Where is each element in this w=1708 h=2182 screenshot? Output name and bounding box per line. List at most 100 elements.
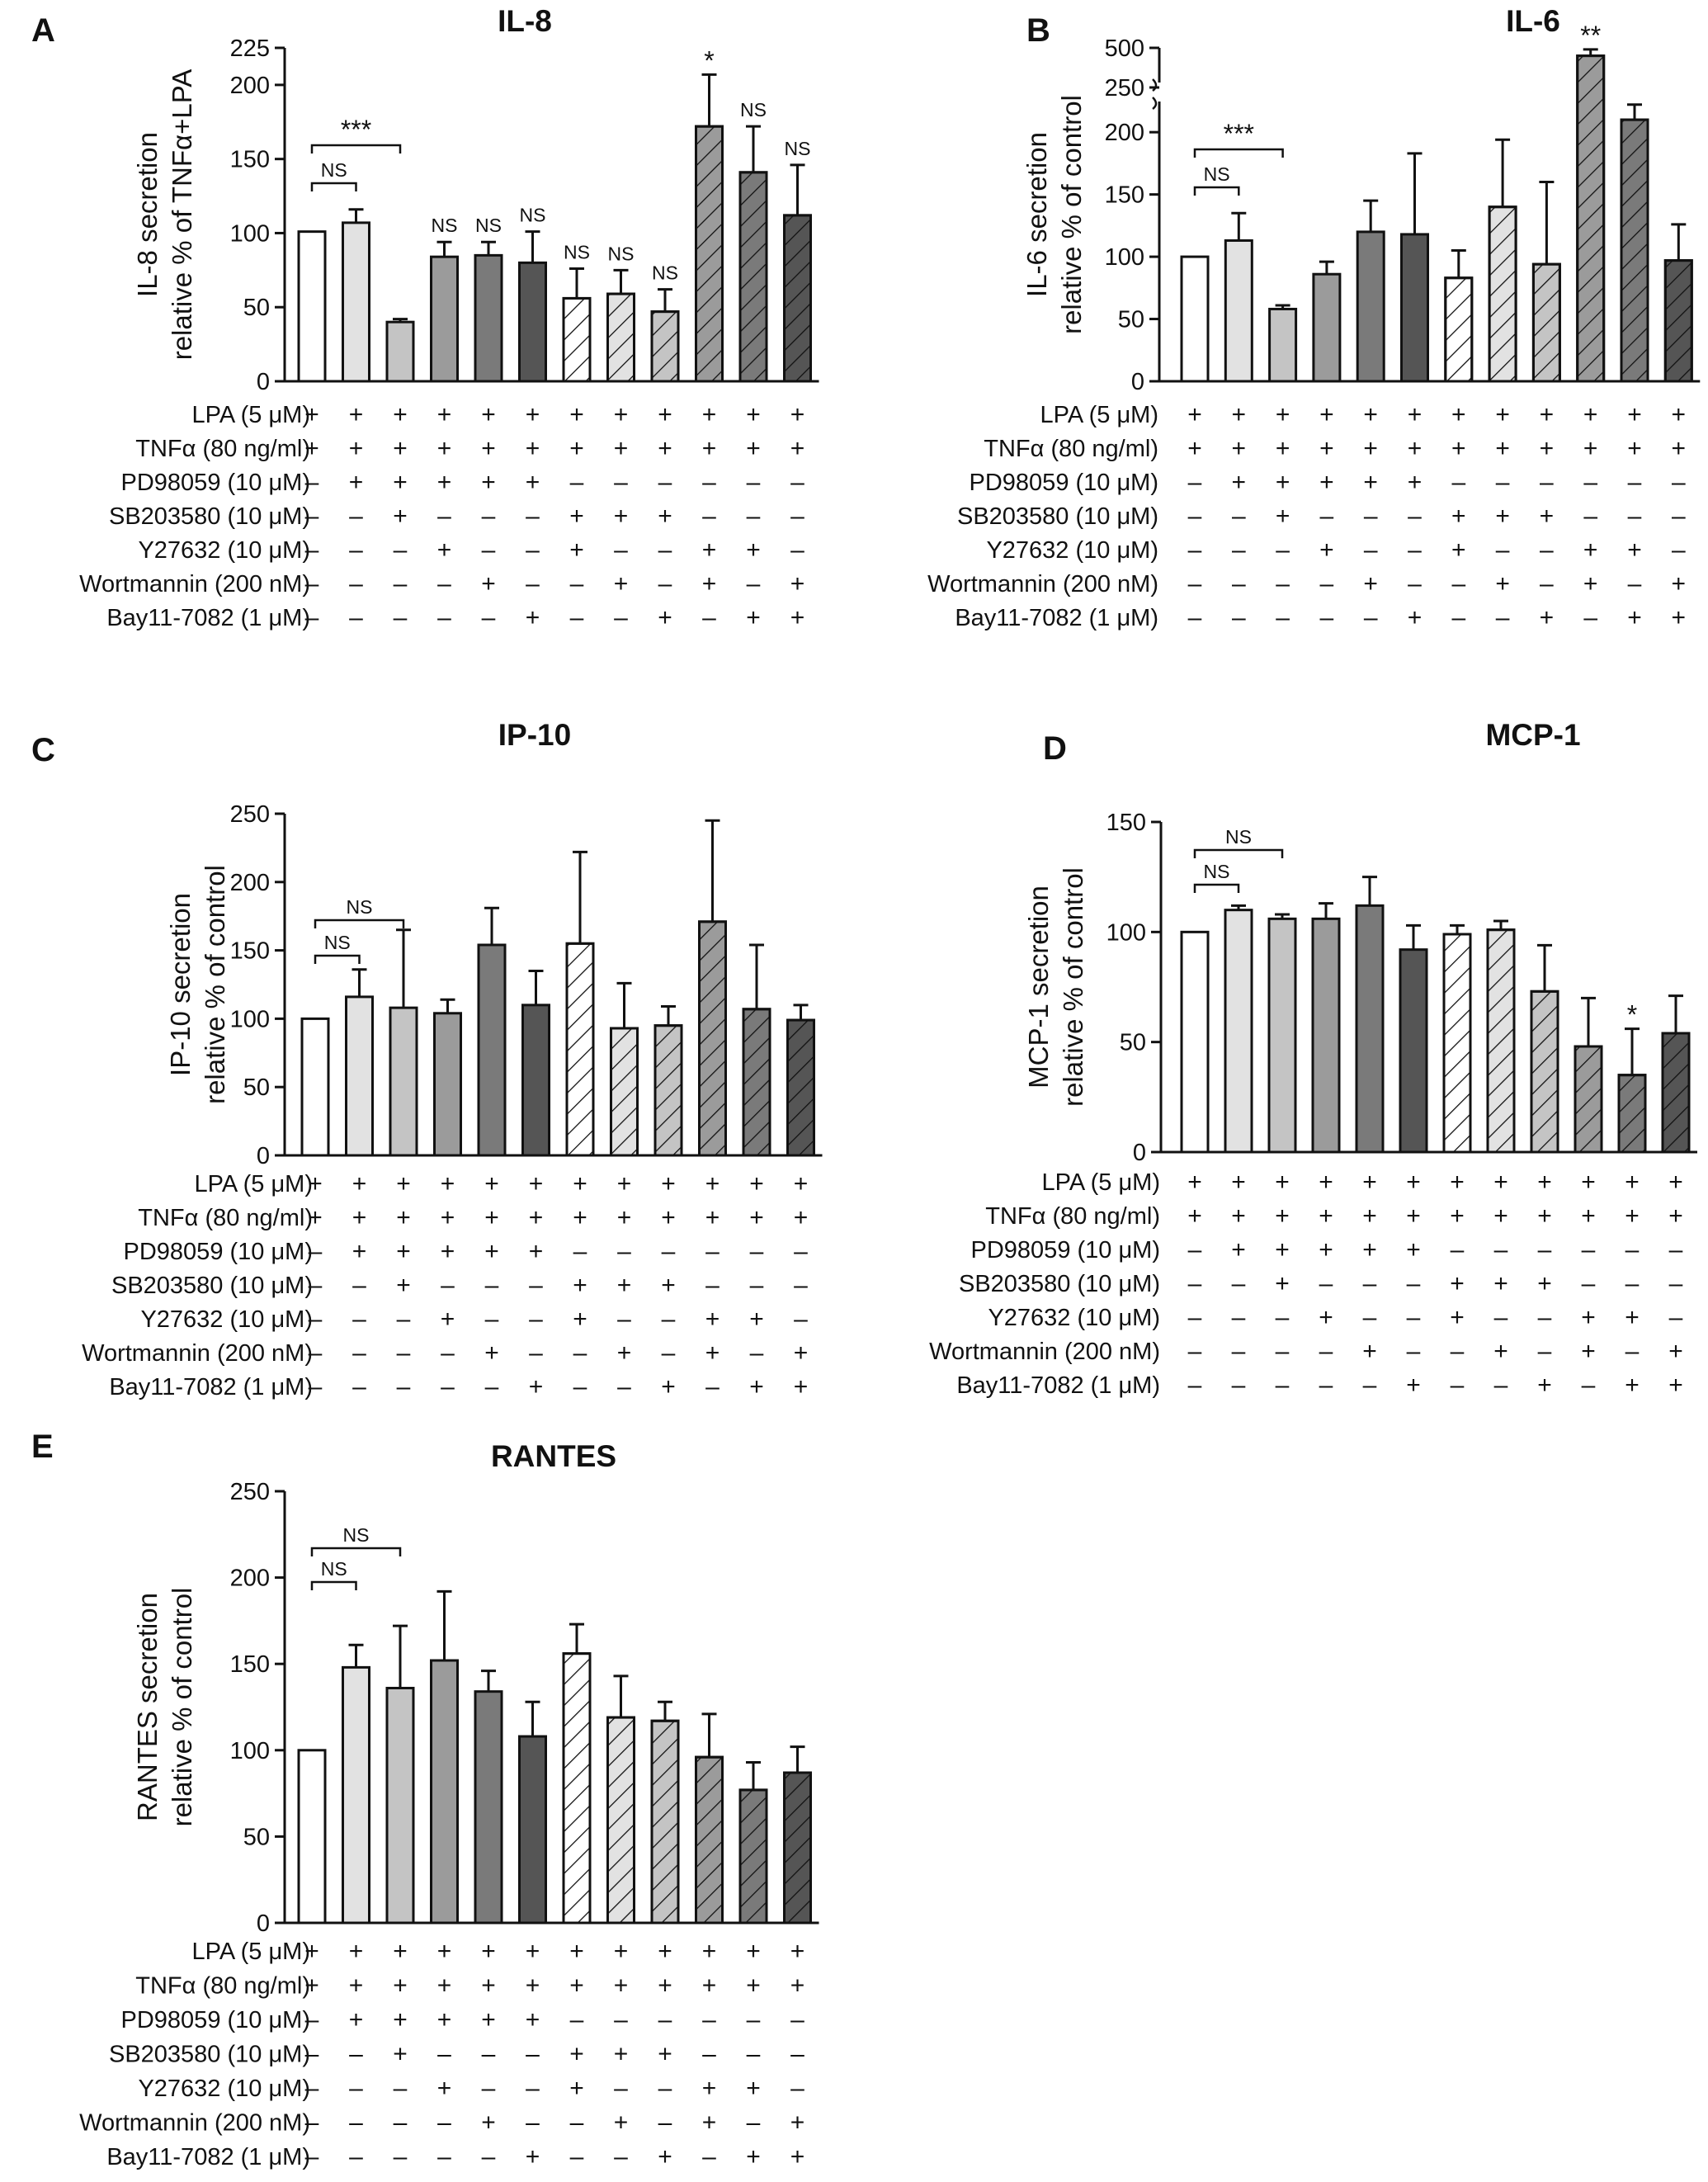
panel-letter: C <box>31 732 55 768</box>
condition-sign: – <box>485 1272 499 1299</box>
condition-sign: – <box>305 2109 319 2137</box>
condition-sign: + <box>437 2075 452 2102</box>
condition-label: SB203580 (10 μM) <box>959 1271 1160 1297</box>
condition-sign: – <box>1451 1236 1465 1263</box>
y-tick-label: 150 <box>230 1651 270 1678</box>
condition-label: Y27632 (10 μM) <box>138 2076 310 2102</box>
condition-sign: – <box>1582 1236 1596 1263</box>
y-tick-label: 150 <box>230 938 270 965</box>
condition-sign: + <box>437 401 452 428</box>
condition-sign: – <box>1188 604 1202 631</box>
bar-hatch <box>783 214 812 383</box>
condition-sign: – <box>394 2143 408 2170</box>
condition-sign: – <box>437 2041 451 2068</box>
condition-sign: + <box>396 1238 411 1265</box>
condition-sign: + <box>1275 1236 1290 1263</box>
comparison-bracket <box>1193 186 1240 196</box>
bar <box>430 255 459 383</box>
condition-sign: – <box>617 1306 631 1333</box>
condition-sign: + <box>1583 536 1598 564</box>
condition-sign: + <box>1406 1236 1421 1263</box>
condition-sign: – <box>702 469 716 496</box>
condition-sign: – <box>1582 1372 1596 1399</box>
y-tick-label: 100 <box>1105 244 1144 271</box>
condition-sign: + <box>1275 1270 1290 1297</box>
y-tick-label: 250 <box>1105 75 1144 102</box>
condition-sign: + <box>1231 1236 1246 1263</box>
bar-hatch <box>1442 933 1472 1154</box>
y-tick-label: 250 <box>230 1479 270 1505</box>
condition-label: Wortmannin (200 nM) <box>929 1339 1160 1365</box>
condition-sign: + <box>749 1306 764 1333</box>
condition-sign: + <box>1408 401 1423 428</box>
axis-break-mark <box>1152 78 1158 110</box>
condition-sign: + <box>1537 1270 1552 1297</box>
condition-sign: – <box>1363 1270 1377 1297</box>
y-tick-label: 250 <box>230 801 270 828</box>
panel-E: E RANTES 0 50 100 150 200 250 RANTES secretion re… <box>31 1429 819 2170</box>
condition-sign: – <box>570 2143 584 2170</box>
condition-sign: + <box>1450 1304 1465 1331</box>
bar <box>1399 948 1428 1154</box>
condition-sign: – <box>794 1272 808 1299</box>
bar <box>385 1686 415 1925</box>
condition-sign: – <box>526 503 540 530</box>
condition-sign: + <box>658 2041 672 2068</box>
condition-sign: + <box>349 469 364 496</box>
condition-sign: – <box>1188 1270 1202 1297</box>
condition-sign: – <box>1540 469 1554 496</box>
condition-sign: + <box>1362 1236 1377 1263</box>
condition-sign: + <box>526 469 540 496</box>
condition-sign: – <box>1276 570 1290 597</box>
condition-label: LPA (5 μM) <box>1042 1169 1161 1196</box>
condition-sign: + <box>1627 435 1642 462</box>
condition-sign: + <box>393 2041 408 2068</box>
condition-sign: + <box>481 2006 496 2033</box>
condition-label: SB203580 (10 μM) <box>109 503 310 530</box>
condition-sign: + <box>1319 401 1334 428</box>
condition-sign: + <box>569 2041 584 2068</box>
bar <box>518 1735 547 1925</box>
condition-sign: + <box>658 604 672 631</box>
condition-sign: – <box>1583 469 1597 496</box>
panel-letter: A <box>31 12 55 49</box>
condition-sign: – <box>437 570 451 597</box>
condition-sign: + <box>529 1238 544 1265</box>
condition-sign: + <box>614 2041 629 2068</box>
condition-label: TNFα (80 ng/ml) <box>984 436 1158 462</box>
condition-sign: + <box>1627 604 1642 631</box>
bracket-label: NS <box>321 159 347 181</box>
condition-sign: + <box>661 1272 676 1299</box>
condition-sign: + <box>702 570 717 597</box>
condition-sign: – <box>1625 1270 1640 1297</box>
condition-sign: + <box>308 1170 323 1197</box>
condition-sign: – <box>1407 1304 1421 1331</box>
panel-letter: E <box>31 1429 54 1465</box>
y-tick-label: 100 <box>230 220 270 247</box>
condition-sign: + <box>1625 1304 1640 1331</box>
condition-sign: + <box>1275 1202 1290 1230</box>
condition-sign: – <box>750 1339 764 1367</box>
condition-sign: + <box>1187 401 1202 428</box>
condition-sign: – <box>658 2006 672 2033</box>
condition-sign: – <box>573 1238 587 1265</box>
condition-sign: – <box>1583 503 1597 530</box>
condition-sign: – <box>349 2075 363 2102</box>
condition-sign: + <box>569 1972 584 2000</box>
condition-sign: – <box>482 2075 496 2102</box>
panel-title: IP-10 <box>498 718 571 752</box>
bar-hatch <box>1617 1074 1647 1154</box>
condition-sign: – <box>1276 604 1290 631</box>
condition-sign: – <box>482 604 496 631</box>
condition-sign: + <box>658 2143 672 2170</box>
condition-sign: + <box>396 1272 411 1299</box>
condition-sign: + <box>1231 1202 1246 1230</box>
condition-sign: + <box>393 503 408 530</box>
bar <box>389 1006 418 1157</box>
condition-sign: + <box>349 2006 364 2033</box>
condition-sign: – <box>1188 1372 1202 1399</box>
condition-sign: + <box>352 1238 367 1265</box>
condition-sign: + <box>1362 1202 1377 1230</box>
y-axis-label-line: MCP-1 secretion <box>1023 886 1054 1089</box>
